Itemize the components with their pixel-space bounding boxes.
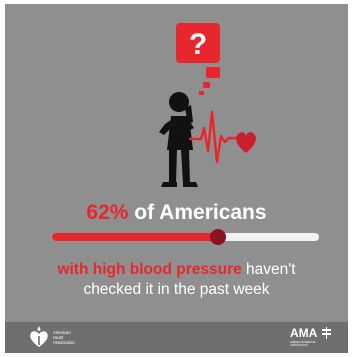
illustration: ?	[159, 23, 256, 187]
aha-wordmark: American Heart Association.	[53, 330, 103, 345]
headline: 62% of Americans	[5, 200, 348, 226]
headline-stat: 62%	[86, 201, 129, 224]
caption-line-1-rest: haven't	[246, 261, 296, 278]
progress-knob	[209, 229, 226, 245]
headline-subject: of Americans	[134, 201, 267, 224]
infographic-card: ? 62% of Americans	[5, 4, 348, 353]
ama-caduceus-icon	[322, 327, 332, 339]
ama-subline-2: ASSOCIATION	[290, 344, 308, 347]
heartbeat-line-icon	[188, 110, 239, 164]
caption-line-1: with high blood pressure haven't	[5, 260, 348, 280]
heart-torch-icon	[30, 326, 48, 347]
question-bubble-icon: ?	[176, 23, 220, 95]
caption-emphasis: with high blood pressure	[57, 261, 242, 278]
thinking-person-icon	[159, 92, 198, 187]
footer: American Heart Association. AMA AMERICAN…	[5, 322, 348, 353]
ama-subline-1: AMERICAN MEDICAL	[290, 341, 316, 344]
caption-line-2: checked it in the past week	[83, 281, 270, 298]
ama-subtitle: AMERICAN MEDICAL ASSOCIATION	[290, 341, 342, 347]
ama-wordmark: AMA	[290, 326, 317, 340]
progress-fill	[52, 233, 218, 241]
ama-logo: AMA	[290, 327, 332, 340]
question-mark: ?	[189, 28, 207, 61]
aha-line-1: American	[53, 330, 71, 335]
aha-line-2: Heart	[53, 335, 64, 340]
caption: with high blood pressure haven't checked…	[5, 260, 348, 300]
heart-icon	[236, 132, 256, 153]
aha-line-3: Association.	[53, 340, 76, 345]
progress-bar	[52, 229, 319, 245]
